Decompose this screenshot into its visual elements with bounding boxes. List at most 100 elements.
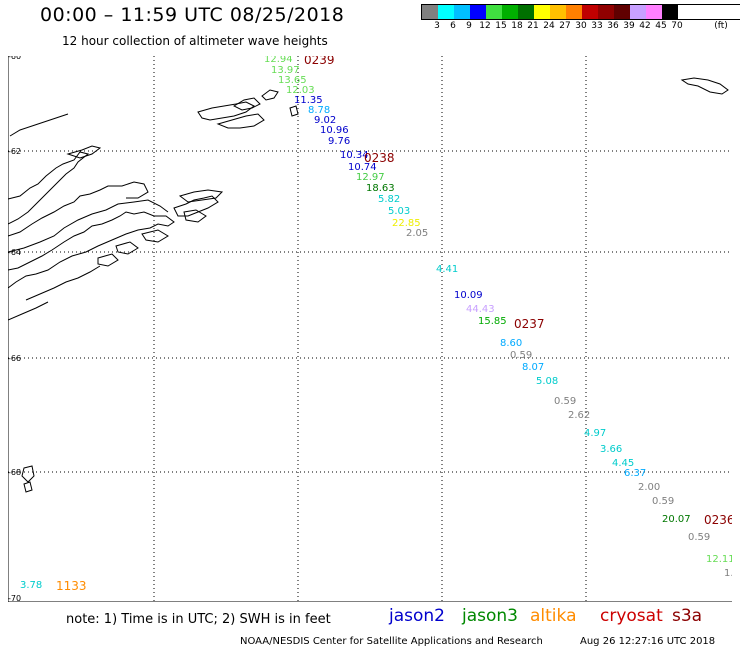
legend-label: 27	[559, 21, 571, 31]
credit-line: NOAA/NESDIS Center for Satellite Applica…	[240, 636, 543, 647]
legend-swatch	[470, 5, 486, 19]
legend-label: 45	[655, 21, 667, 31]
wave-height-value: 1.4	[724, 568, 732, 579]
wave-height-value: 22.85	[392, 218, 421, 229]
wave-height-value: 10.34	[340, 150, 369, 161]
legend-swatch	[662, 5, 678, 19]
legend-label: 12	[479, 21, 491, 31]
satellite-name: cryosat	[600, 606, 663, 626]
latitude-label: -68	[8, 468, 21, 477]
legend-label: 36	[607, 21, 619, 31]
graticule-grid	[8, 56, 732, 602]
pass-time-label: 0237	[514, 317, 545, 331]
legend-label: 6	[450, 21, 456, 31]
map-subtitle: 12 hour collection of altimeter wave hei…	[62, 34, 328, 48]
map-frame	[8, 56, 732, 602]
legend-label: 30	[575, 21, 587, 31]
wave-height-value: 12.11	[706, 554, 732, 565]
legend-swatch	[502, 5, 518, 19]
legend-label: 70	[671, 21, 683, 31]
pass-time-label: 1133	[56, 579, 87, 593]
legend-swatch	[582, 5, 598, 19]
legend-swatch	[566, 5, 582, 19]
wave-height-value: 5.08	[536, 376, 558, 387]
wave-height-value: 44.43	[466, 304, 495, 315]
wave-height-value: 11.35	[294, 95, 323, 106]
color-legend: 3 6 9 12 15 18 21 24 27 30 33 36 39 42 45 70 (ft)	[421, 4, 740, 34]
wave-height-value: 12.94	[264, 56, 293, 65]
wave-height-value: 0.59	[510, 350, 532, 361]
legend-label: 42	[639, 21, 651, 31]
wave-height-value: 13.97	[271, 65, 300, 76]
legend-swatch	[438, 5, 454, 19]
legend-swatch	[630, 5, 646, 19]
satellite-name: jason3	[462, 606, 518, 626]
legend-label: 33	[591, 21, 603, 31]
legend-unit: (ft)	[714, 21, 728, 31]
legend-label: 3	[434, 21, 440, 31]
legend-swatch	[422, 5, 438, 19]
legend-swatch	[614, 5, 630, 19]
wave-height-value: 3.78	[20, 580, 42, 591]
wave-height-value: 4.45	[612, 458, 634, 469]
wave-height-value: 10.09	[454, 290, 483, 301]
legend-swatch	[486, 5, 502, 19]
legend-label: 9	[466, 21, 472, 31]
latitude-label: -70	[8, 594, 21, 602]
wave-height-labels: 12.9413.9713.6512.0311.358.789.0210.969.…	[20, 56, 732, 591]
map-title: 00:00 – 11:59 UTC 08/25/2018	[40, 4, 345, 26]
wave-height-value: 10.74	[348, 162, 377, 173]
legend-swatch	[534, 5, 550, 19]
footnote: note: 1) Time is in UTC; 2) SWH is in fe…	[66, 612, 331, 627]
wave-height-value: 0.59	[652, 496, 674, 507]
wave-height-value: 15.85	[478, 316, 507, 327]
wave-height-value: 9.76	[328, 136, 350, 147]
wave-height-value: 13.65	[278, 75, 307, 86]
wave-height-value: 8.07	[522, 362, 544, 373]
pass-time-label: 0236	[704, 513, 732, 527]
legend-swatches	[421, 4, 740, 20]
wave-height-value: 5.82	[378, 194, 400, 205]
wave-height-value: 8.78	[308, 105, 330, 116]
legend-swatch	[454, 5, 470, 19]
legend-label: 15	[495, 21, 507, 31]
legend-swatch	[646, 5, 662, 19]
wave-height-value: 2.00	[638, 482, 660, 493]
wave-height-value: 4.97	[584, 428, 606, 439]
wave-height-value: 10.96	[320, 125, 349, 136]
axis-tick-labels: -60-62-64-66-68-70-60-57-54-51-48-45	[8, 56, 21, 602]
wave-height-map: 12.9413.9713.6512.0311.358.789.0210.969.…	[8, 56, 732, 602]
wave-height-value: 4.41	[436, 264, 458, 275]
legend-label: 39	[623, 21, 635, 31]
wave-height-value: 0.59	[688, 532, 710, 543]
wave-height-value: 18.63	[366, 183, 395, 194]
latitude-label: -64	[8, 248, 21, 257]
latitude-label: -62	[8, 147, 21, 156]
legend-swatch	[550, 5, 566, 19]
wave-height-value: 5.03	[388, 206, 410, 217]
legend-label: 21	[527, 21, 539, 31]
wave-height-value: 0.59	[554, 396, 576, 407]
wave-height-value: 2.62	[568, 410, 590, 421]
satellite-name: s3a	[672, 606, 703, 626]
legend-label: 24	[543, 21, 555, 31]
wave-height-value: 20.07	[662, 514, 691, 525]
legend-label: 18	[511, 21, 523, 31]
coastline-antarctic-peninsula	[8, 77, 729, 493]
wave-height-value: 3.66	[600, 444, 622, 455]
wave-height-value: 6.37	[624, 468, 646, 479]
pass-time-labels: 0239 0238 0237 0236 1133	[56, 56, 732, 593]
satellite-name: altika	[530, 606, 577, 626]
wave-height-value: 9.02	[314, 115, 336, 126]
satellite-name: jason2	[389, 606, 445, 626]
latitude-label: -66	[8, 354, 21, 363]
wave-height-value: 12.97	[356, 172, 385, 183]
pass-time-label: 0239	[304, 56, 335, 67]
legend-swatch	[518, 5, 534, 19]
wave-height-value: 8.60	[500, 338, 522, 349]
generated-timestamp: Aug 26 12:27:16 UTC 2018	[580, 636, 716, 647]
pass-time-label: 0238	[364, 151, 395, 165]
latitude-label: -60	[8, 56, 21, 61]
legend-swatch	[598, 5, 614, 19]
legend-labels: 3 6 9 12 15 18 21 24 27 30 33 36 39 42 45 70 (ft)	[421, 20, 740, 34]
